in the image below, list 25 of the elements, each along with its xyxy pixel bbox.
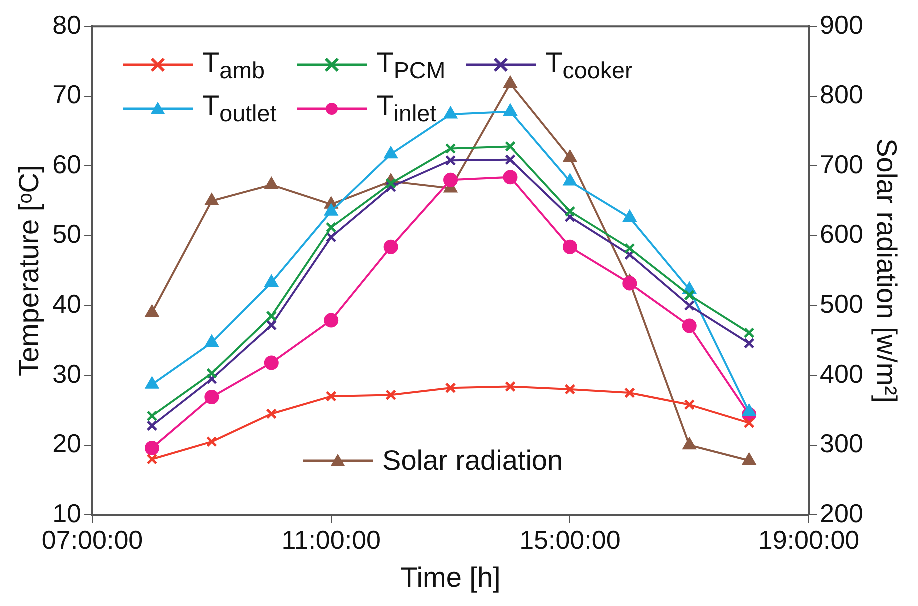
y2-tick-label: 900 <box>820 10 864 40</box>
legend-label: Solar radiation <box>382 445 564 478</box>
legend-label: T$_{outlet}$ <box>202 90 277 128</box>
y2-tick-label: 500 <box>820 288 864 319</box>
x-tick-label: 11:00:00 <box>282 524 381 555</box>
y2-tick-label: 400 <box>820 358 864 389</box>
legend-label: T$_{PCM}$ <box>376 46 446 84</box>
legend-label: T$_{inlet}$ <box>376 90 437 128</box>
y-tick-label: 30 <box>52 358 82 389</box>
y2-tick-label: 800 <box>820 80 864 110</box>
y-tick-label: 50 <box>52 219 82 250</box>
y2-tick-label: 300 <box>820 428 864 459</box>
x-axis-title: Time [h] <box>400 562 501 593</box>
y2-tick-label: 600 <box>820 219 864 250</box>
y-tick-label: 70 <box>52 80 82 110</box>
y-axis-title: Temperature [ᵒC] <box>14 165 45 377</box>
y-tick-label: 20 <box>52 428 82 459</box>
y-tick-label: 60 <box>52 149 82 180</box>
legend-label: T$_{amb}$ <box>202 46 266 84</box>
y2-tick-label: 700 <box>820 149 864 180</box>
y2-axis-title: Solar radiation [w/m²] <box>871 138 902 404</box>
legend-label: T$_{cooker}$ <box>546 46 633 84</box>
y-tick-label: 80 <box>52 10 82 40</box>
y-tick-label: 40 <box>52 288 82 319</box>
x-tick-label: 15:00:00 <box>520 524 621 555</box>
